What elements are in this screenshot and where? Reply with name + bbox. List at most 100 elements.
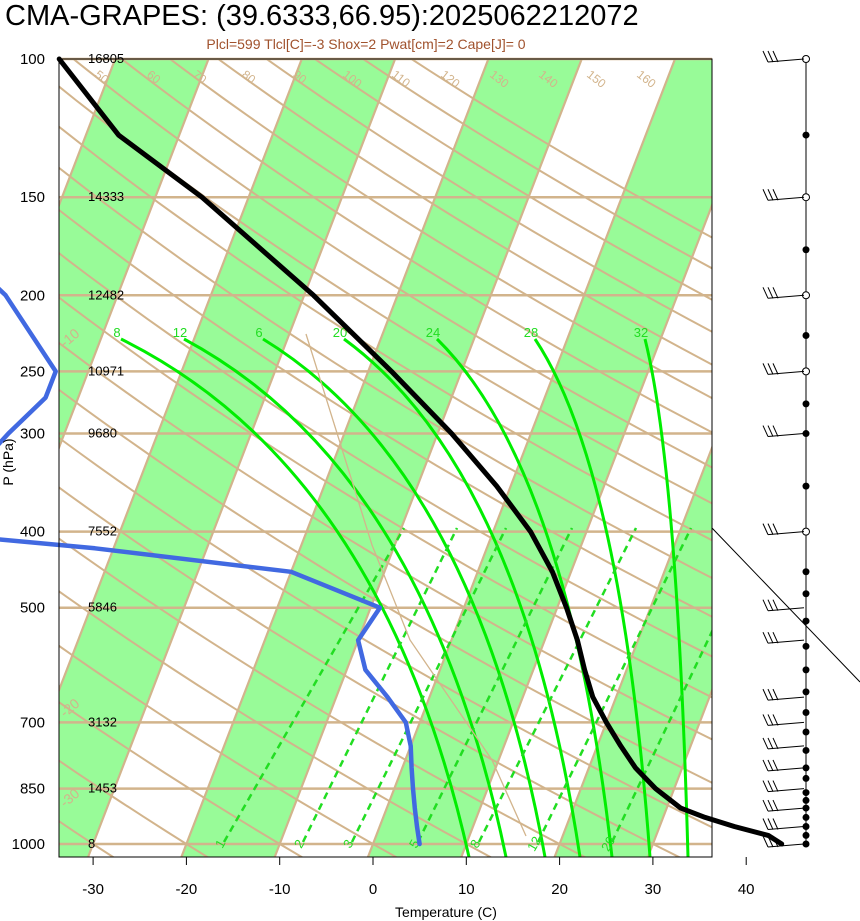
wind-barb-feather (762, 737, 769, 750)
dry-adiabat-line (216, 59, 712, 366)
isotherm-band (740, 0, 860, 861)
wind-barb-feather (767, 523, 774, 535)
isotherm-bands (59, 0, 860, 861)
temperature-tick-label: 10 (458, 881, 475, 898)
wind-barb-feather (762, 287, 769, 299)
pressure-tick-label: 200 (20, 287, 45, 304)
wind-barb-shaft (767, 767, 805, 772)
moist-adiabat-line (435, 337, 614, 857)
isotherm-line (180, 59, 490, 857)
dry-adiabat-line (168, 59, 712, 400)
moist-adiabat-line (183, 337, 508, 857)
wind-barb-feather (762, 425, 769, 437)
wind-barb-feather (767, 780, 774, 792)
chart-subtitle: Plcl=599 Tlcl[C]=-3 Shox=2 Pwat[cm]=2 Ca… (206, 36, 525, 52)
pressure-tick-label: 150 (20, 189, 45, 206)
wind-level-dot (802, 246, 810, 254)
dry-adiabat-line (264, 59, 712, 333)
temperature-tick-label: 0 (369, 881, 377, 898)
wind-barb-feather (772, 50, 779, 63)
height-label: 12482 (88, 287, 124, 302)
moist-adiabat-line (262, 337, 547, 857)
wind-level-dot (802, 688, 810, 696)
temperature-tick-label: 20 (551, 881, 568, 898)
isotherm-band (59, 59, 396, 857)
dry-adiabat-label: 110 (389, 67, 413, 90)
dry-adiabat-label: 150 (584, 67, 609, 91)
wind-barb-feather (767, 50, 774, 63)
wind-barb-feather (767, 425, 774, 437)
wind-level-dot (802, 617, 810, 625)
wind-level-dot (802, 804, 810, 812)
wind-barb-feather (772, 189, 779, 201)
wind-barb-feather (762, 835, 769, 848)
wind-level-dot (802, 728, 810, 736)
wind-level-dot (802, 746, 810, 754)
height-label: 14333 (88, 189, 124, 204)
mixing-ratio-line (416, 527, 574, 843)
wind-barb-feather (762, 523, 769, 535)
wind-barb-shaft (767, 745, 805, 750)
moist-adiabat-label: 32 (634, 325, 648, 340)
isotherm-band (181, 59, 582, 857)
isotherm-line (460, 202, 712, 857)
wind-barb-feather (762, 818, 769, 830)
isotherm-line (59, 59, 303, 694)
wind-barb-shaft (767, 433, 805, 438)
wind-barb-feather (762, 780, 769, 792)
moist-adiabat-label: 12 (173, 325, 187, 340)
wind-barb-feather (767, 631, 774, 644)
x-axis-label: Temperature (C) (395, 904, 497, 920)
wind-barb-feather (772, 818, 779, 830)
dry-adiabat-line (59, 125, 712, 542)
pressure-tick-label: 850 (20, 781, 45, 798)
parcel-path (305, 333, 527, 837)
isotherm-line (59, 59, 117, 209)
pressure-tick-label: 100 (20, 51, 45, 68)
moist-adiabat-line (120, 337, 471, 857)
dry-adiabat-line (59, 251, 712, 658)
wind-barb-feather (767, 189, 774, 201)
pressure-tick-label: 300 (20, 426, 45, 443)
height-label: 9680 (88, 426, 117, 441)
mixing-ratio-label: 12 (524, 834, 544, 854)
wind-barb-feather (762, 799, 769, 812)
moist-adiabat-line (343, 337, 582, 857)
wind-barb-feather (762, 759, 769, 772)
wind-barb-shaft (767, 696, 805, 701)
wind-panel-outline (711, 59, 860, 683)
wind-barb-shaft (767, 531, 805, 536)
wind-barb-shaft (767, 607, 805, 612)
wind-barb-feather (762, 631, 769, 644)
wind-barb-feather (772, 714, 779, 726)
wind-barbs (762, 50, 810, 848)
wind-barb-feather (767, 688, 774, 701)
dry-adiabat-line (361, 59, 712, 270)
moist-adiabat-label: 20 (333, 325, 347, 340)
wind-level-dot (802, 568, 810, 576)
wind-barb-feather (772, 780, 779, 792)
wind-level-dot (802, 831, 810, 839)
wind-level-dot (802, 590, 810, 598)
wind-barb-shaft (767, 807, 805, 812)
temperature-tick-label: 30 (645, 881, 662, 898)
wind-barb-shaft (767, 788, 805, 793)
wind-barb-feather (767, 363, 774, 375)
wind-level-dot (802, 774, 810, 782)
isotherm-label: 10 (710, 340, 732, 362)
chart-title: CMA-GRAPES: (39.6333,66.95):202506221207… (5, 0, 639, 32)
isotherm-line (553, 444, 712, 857)
wind-barb-feather (767, 287, 774, 299)
wind-barb-shaft (767, 843, 805, 848)
temperature-profile (56, 56, 785, 847)
wind-level-dot (802, 789, 810, 797)
wind-level-dot (802, 840, 810, 848)
temperature-tick-label: 40 (738, 881, 755, 898)
wind-barb-feather (767, 799, 774, 812)
height-label: 7552 (88, 524, 117, 539)
wind-barb-feather (767, 714, 774, 726)
wind-barb-feather (772, 759, 779, 772)
wind-barb-feather (762, 688, 769, 701)
dewpoint-profile (0, 286, 422, 847)
